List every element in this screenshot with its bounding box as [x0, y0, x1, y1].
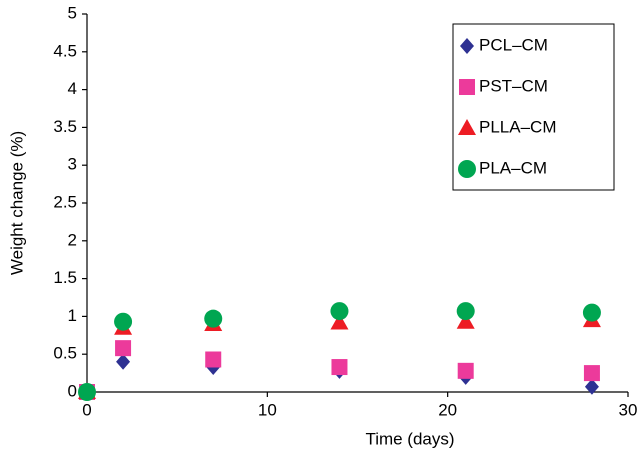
point — [456, 302, 475, 321]
point — [78, 383, 96, 401]
y-tick-label: 4.5 — [53, 41, 77, 60]
x-tick-label: 10 — [258, 400, 277, 419]
point — [204, 309, 223, 328]
y-tick-label: 3.5 — [53, 117, 77, 136]
y-axis-label: Weight change (%) — [7, 131, 26, 275]
legend-marker — [458, 119, 476, 135]
y-tick-label: 0.5 — [53, 344, 77, 363]
point — [583, 365, 600, 382]
legend-box — [452, 23, 615, 191]
y-tick-label: 1 — [68, 306, 77, 325]
y-tick-label: 2 — [68, 230, 77, 249]
x-tick-label: 20 — [438, 400, 457, 419]
point — [457, 362, 474, 379]
point — [330, 313, 349, 330]
y-tick-label: 4 — [68, 79, 77, 98]
x-tick-label: 30 — [619, 400, 638, 419]
point — [331, 359, 348, 376]
legend-label: PST–CM — [479, 76, 548, 95]
y-tick-label: 1.5 — [53, 268, 77, 287]
y-tick-label: 0 — [68, 381, 77, 400]
point — [205, 351, 222, 368]
y-tick-label: 3 — [68, 155, 77, 174]
x-tick-label: 0 — [82, 400, 91, 419]
legend-label: PLA–CM — [479, 158, 547, 177]
point — [584, 378, 599, 395]
y-tick-label: 2.5 — [53, 192, 77, 211]
point — [456, 312, 475, 329]
y-tick-label: 5 — [68, 3, 77, 22]
point — [115, 340, 132, 357]
legend-label: PCL–CM — [479, 35, 548, 54]
legend-marker — [459, 79, 475, 95]
point — [330, 302, 349, 321]
x-axis-label: Time (days) — [365, 429, 454, 448]
legend-marker — [460, 38, 474, 54]
legend-marker — [458, 160, 476, 178]
point — [116, 353, 131, 370]
legend-label: PLLA–CM — [479, 117, 556, 136]
point — [114, 312, 133, 331]
point — [582, 303, 601, 322]
